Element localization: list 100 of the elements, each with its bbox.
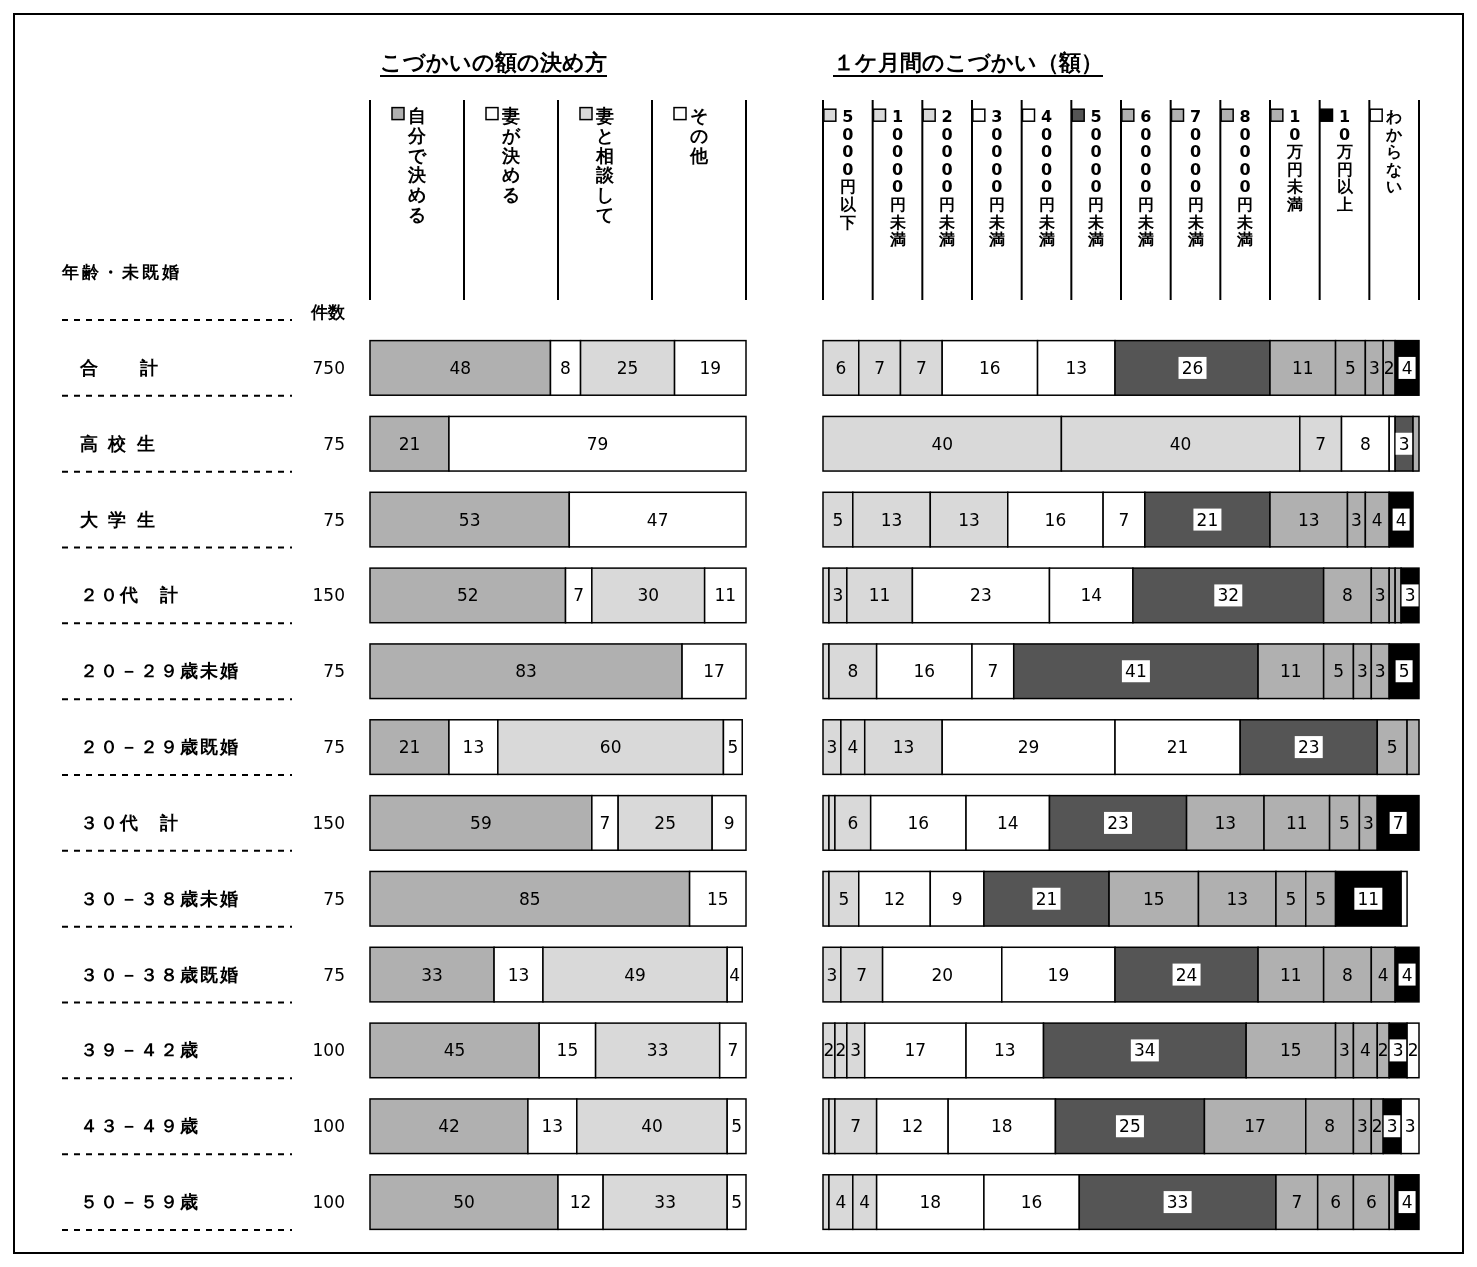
data-label: 26 — [1181, 357, 1204, 378]
legend-label: 妻と相談して — [595, 105, 615, 225]
data-label: 9 — [951, 888, 963, 909]
legend-label: 80000円未満 — [1236, 107, 1254, 250]
data-label: 13 — [541, 1116, 564, 1137]
data-label: 11 — [1291, 357, 1314, 378]
text: 75 — [323, 433, 345, 454]
text: 件数 — [310, 302, 346, 322]
data-label: 12 — [901, 1116, 924, 1137]
data-label: 21 — [1166, 737, 1189, 758]
data-label: 11 — [868, 585, 891, 606]
data-label: 7 — [1392, 812, 1404, 833]
data-label: 5 — [1398, 661, 1410, 682]
text: 75 — [323, 888, 345, 909]
data-label: 23 — [1297, 737, 1320, 758]
data-label: 48 — [449, 357, 472, 378]
data-label: 33 — [654, 1192, 676, 1213]
data-label: 5 — [838, 888, 850, 909]
data-label: 21 — [1035, 888, 1058, 909]
data-label: 4 — [1401, 357, 1413, 378]
legend-label: 70000円未満 — [1186, 107, 1204, 250]
data-label: 16 — [1020, 1192, 1043, 1213]
data-label: 11 — [1357, 888, 1380, 909]
data-label: 34 — [1134, 1040, 1156, 1061]
data-label: 13 — [892, 737, 915, 758]
text: 75 — [323, 509, 345, 530]
legend-label: 40000円未満 — [1037, 107, 1055, 250]
y-axis-title: 年齢・未既婚 — [61, 262, 182, 282]
text: 150 — [312, 585, 345, 606]
data-label: 2 — [823, 1040, 835, 1061]
data-label: 17 — [1244, 1116, 1266, 1137]
data-label: 11 — [1280, 661, 1302, 682]
legend-label: 20000円未満 — [938, 107, 956, 250]
data-label: 15 — [706, 888, 729, 909]
data-label: 3 — [1374, 585, 1386, 606]
y-tick-label: ２０代 計 — [80, 584, 180, 606]
data-label: 16 — [913, 661, 936, 682]
data-label: 7 — [856, 964, 868, 985]
data-label: 4 — [729, 964, 741, 985]
data-label: 16 — [907, 812, 930, 833]
data-label: 19 — [1047, 964, 1070, 985]
data-label: 7 — [874, 357, 886, 378]
data-label: 3 — [826, 737, 838, 758]
text: 75 — [323, 661, 345, 682]
data-label: 16 — [1044, 509, 1067, 530]
data-label: 3 — [1404, 1116, 1416, 1137]
data-label: 47 — [646, 509, 669, 530]
data-label: 14 — [996, 812, 1019, 833]
data-label: 5 — [1333, 661, 1344, 682]
data-label: 3 — [1392, 1040, 1404, 1061]
data-label: 25 — [1119, 1116, 1141, 1137]
data-label: 4 — [859, 1192, 871, 1213]
data-label: 6 — [1330, 1192, 1341, 1213]
data-label: 3 — [832, 585, 844, 606]
data-label: 13 — [993, 1040, 1016, 1061]
data-label: 25 — [616, 357, 639, 378]
data-label: 21 — [398, 433, 421, 454]
data-label: 8 — [1342, 964, 1353, 985]
data-label: 6 — [1365, 1192, 1377, 1213]
data-label: 9 — [723, 812, 735, 833]
data-label: 7 — [573, 585, 585, 606]
data-label: 18 — [919, 1192, 942, 1213]
y-tick-label: ３０－３８歳未婚 — [80, 887, 240, 909]
data-label: 8 — [560, 357, 571, 378]
data-label: 8 — [1359, 433, 1371, 454]
data-label: 6 — [847, 812, 859, 833]
data-label: 5 — [1345, 357, 1356, 378]
data-label: 5 — [1339, 812, 1350, 833]
data-label: 3 — [1386, 1116, 1398, 1137]
legend-label: その他 — [689, 105, 709, 166]
data-label: 3 — [850, 1040, 862, 1061]
legend-label: 10万円未満 — [1285, 107, 1303, 214]
data-label: 3 — [1339, 1040, 1350, 1061]
data-label: 20 — [931, 964, 954, 985]
data-label: 7 — [1291, 1192, 1303, 1213]
data-label: 21 — [1196, 509, 1219, 530]
data-label: 4 — [847, 737, 859, 758]
data-label: 3 — [826, 964, 838, 985]
data-label: 16 — [979, 357, 1001, 378]
data-label: 7 — [915, 357, 927, 378]
data-label: 50 — [453, 1192, 475, 1213]
data-label: 33 — [421, 964, 443, 985]
data-label: 23 — [1107, 812, 1129, 833]
data-label: 85 — [518, 888, 541, 909]
data-label: 11 — [714, 585, 737, 606]
y-tick-label: 高 校 生 — [80, 432, 157, 454]
data-label: 15 — [1280, 1040, 1302, 1061]
data-label: 2 — [1383, 357, 1395, 378]
data-label: 24 — [1175, 964, 1198, 985]
data-label: 5 — [731, 1192, 743, 1213]
data-label: 59 — [470, 812, 492, 833]
data-label: 49 — [624, 964, 646, 985]
data-label: 3 — [1404, 585, 1416, 606]
data-label: 11 — [1286, 812, 1308, 833]
data-label: 6 — [835, 357, 847, 378]
data-label: 13 — [958, 509, 980, 530]
text: 750 — [312, 357, 345, 378]
data-label: 52 — [456, 585, 479, 606]
data-label: 3 — [1356, 1116, 1368, 1137]
data-label: 33 — [1166, 1192, 1189, 1213]
